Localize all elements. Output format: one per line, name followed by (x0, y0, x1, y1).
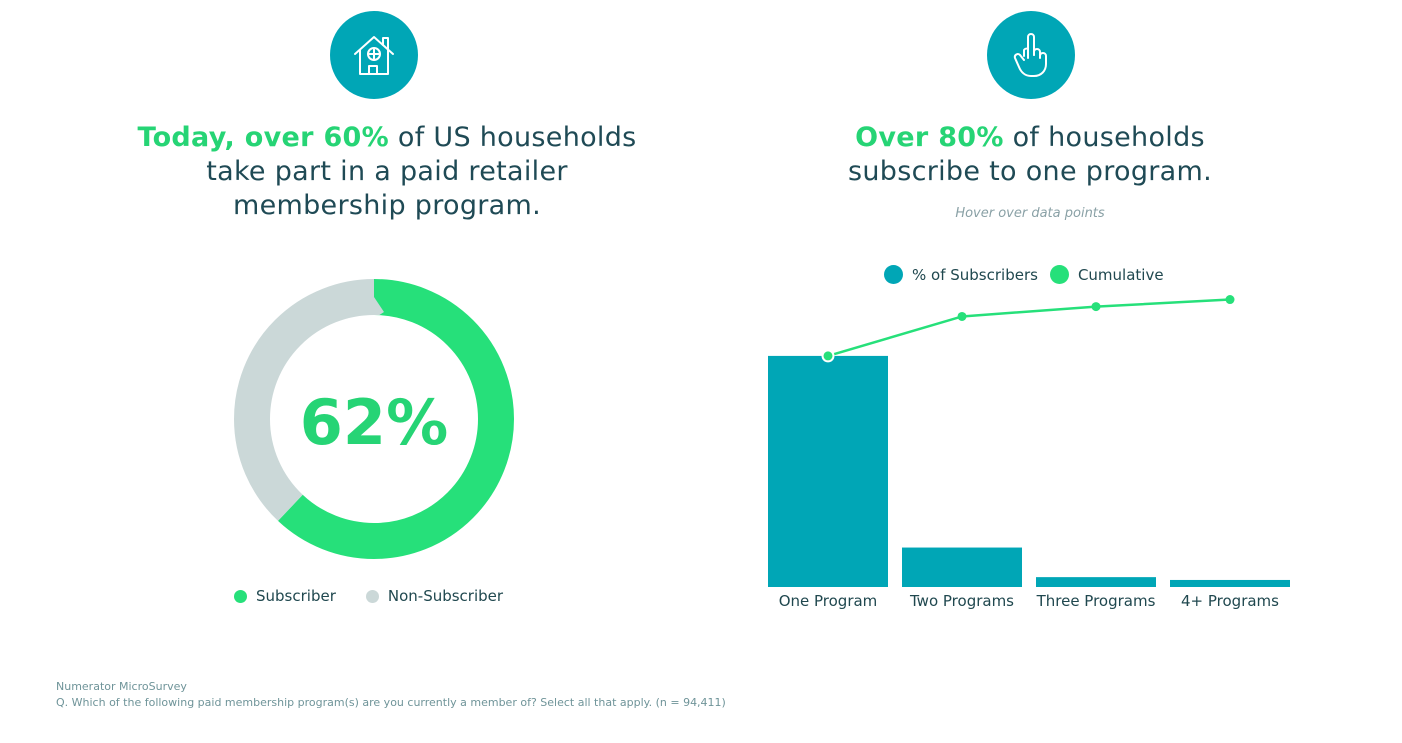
cumulative-point[interactable] (1091, 302, 1101, 312)
footer-question: Q. Which of the following paid membershi… (56, 696, 726, 709)
legend-dot-subscribers-pct (884, 265, 903, 284)
legend-label-subscriber: Subscriber (256, 587, 336, 605)
house-icon-badge (330, 11, 418, 99)
legend-label-cumulative: Cumulative (1077, 265, 1164, 284)
house-icon (354, 36, 394, 75)
left-headline: Today, over 60% of US households take pa… (120, 121, 654, 223)
right-headline-line2: subscribe to one program. (847, 156, 1212, 187)
legend-item-cumulative[interactable]: Cumulative (1049, 265, 1164, 284)
raised-finger-icon-badge (987, 11, 1075, 99)
x-tick-label: 4+ Programs (1181, 592, 1279, 610)
legend-item-subscriber[interactable]: Subscriber (234, 587, 336, 605)
left-headline-line3: membership program. (233, 190, 541, 221)
x-tick-label: Three Programs (1036, 592, 1156, 610)
x-tick-label: Two Programs (909, 592, 1014, 610)
right-headline-highlight: Over 80% (855, 122, 1004, 153)
bar-legend: % of Subscribers Cumulative (884, 265, 1164, 284)
footer-source: Numerator MicroSurvey (56, 680, 187, 693)
legend-label-subscribers-pct: % of Subscribers (912, 265, 1038, 284)
donut-slice-non-subscriber[interactable] (234, 279, 514, 559)
left-headline-line1: of US households (389, 122, 637, 153)
bar-one-program[interactable] (768, 355, 888, 587)
legend-dot-subscriber (234, 589, 247, 603)
bar-three-programs[interactable] (1036, 577, 1156, 587)
raised-finger-icon (1013, 33, 1047, 77)
cumulative-point[interactable] (1225, 295, 1235, 305)
bar-4-programs[interactable] (1170, 579, 1290, 587)
right-headline: Over 80% of households subscribe to one … (780, 121, 1280, 189)
left-headline-highlight: Today, over 60% (137, 122, 389, 153)
hover-hint: Hover over data points (955, 206, 1105, 221)
x-tick-label: One Program (779, 592, 878, 610)
bar-two-programs[interactable] (902, 547, 1022, 587)
bar-line-chart: One Program Two Programs Three Programs 4+ … (768, 295, 1290, 610)
donut-chart (234, 279, 514, 559)
legend-dot-non-subscriber (365, 589, 379, 603)
legend-item-non-subscriber[interactable]: Non-Subscriber (365, 587, 504, 605)
cumulative-point[interactable] (957, 311, 967, 321)
legend-dot-cumulative (1049, 265, 1069, 284)
donut-center-value: 62% (299, 386, 449, 459)
right-headline-line1: of households (1003, 122, 1205, 153)
left-headline-line2: take part in a paid retailer (206, 156, 568, 187)
legend-label-non-subscriber: Non-Subscriber (387, 587, 504, 605)
donut-legend: Subscriber Non-Subscriber (234, 587, 503, 605)
cumulative-point[interactable] (821, 349, 835, 363)
cumulative-line (827, 298, 1231, 358)
legend-item-subscribers-pct[interactable]: % of Subscribers (884, 265, 1038, 284)
